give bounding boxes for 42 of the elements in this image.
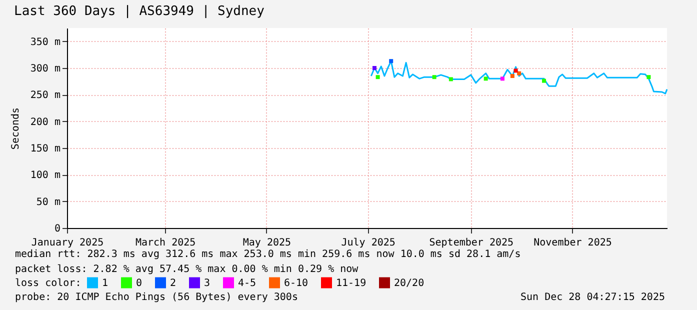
point (510, 74, 514, 78)
point (372, 66, 376, 70)
legend-label: 6-10 (284, 278, 308, 289)
legend-label: 20/20 (394, 278, 424, 289)
x-tick-label: November 2025 (534, 238, 612, 248)
y-tick-label: 50 m (36, 196, 60, 208)
text: packet loss: 2.82 % avg 57.45 % max 0.00 % min 0.29 % now (15, 264, 360, 275)
y-tick-label: 250 m (30, 90, 60, 102)
y-tick-label: 100 m (30, 170, 60, 182)
x-tick-label: July 2025 (341, 238, 396, 248)
point (389, 59, 394, 64)
legend-label: 0 (136, 278, 142, 289)
point (542, 78, 546, 83)
text: median rtt: 282.3 ms avg 312.6 ms max 253.0 ms min 259.6 ms now 10.0 ms sd 28.1 am/s (15, 249, 521, 260)
y-tick-label: 200 m (30, 116, 60, 128)
legend-label: 1 (102, 278, 108, 289)
point (500, 76, 504, 81)
legend-label: 3 (204, 278, 210, 289)
line-series (370, 60, 668, 94)
legend-label: 2 (170, 278, 176, 289)
point (517, 71, 522, 76)
legend-title: loss color: (15, 278, 82, 289)
point (376, 75, 380, 80)
point (448, 77, 453, 82)
x-tick-label: January 2025 (31, 238, 104, 248)
text: Sun Dec 28 04:27:15 2025 (520, 292, 665, 303)
x-tick-label: May 2025 (242, 238, 292, 248)
legend-label: 4-5 (238, 278, 256, 289)
point (432, 75, 436, 80)
point (484, 76, 488, 81)
text: probe: 20 ICMP Echo Pings (56 Bytes) every 300s (15, 292, 298, 303)
x-tick-label: September 2025 (429, 238, 514, 248)
chart-title: Last 360 Days | AS63949 | Sydney (14, 4, 265, 19)
point (646, 75, 651, 80)
y-tick-label: 150 m (30, 144, 60, 154)
y-tick-label: 350 m (30, 36, 60, 48)
y-tick-label: 300 m (30, 64, 60, 74)
y-axis-title: Seconds (10, 107, 22, 150)
legend-label: 11-19 (336, 278, 366, 289)
point (514, 68, 518, 73)
y-tick-label: 0 (54, 224, 60, 234)
x-tick-label: March 2025 (135, 238, 196, 248)
